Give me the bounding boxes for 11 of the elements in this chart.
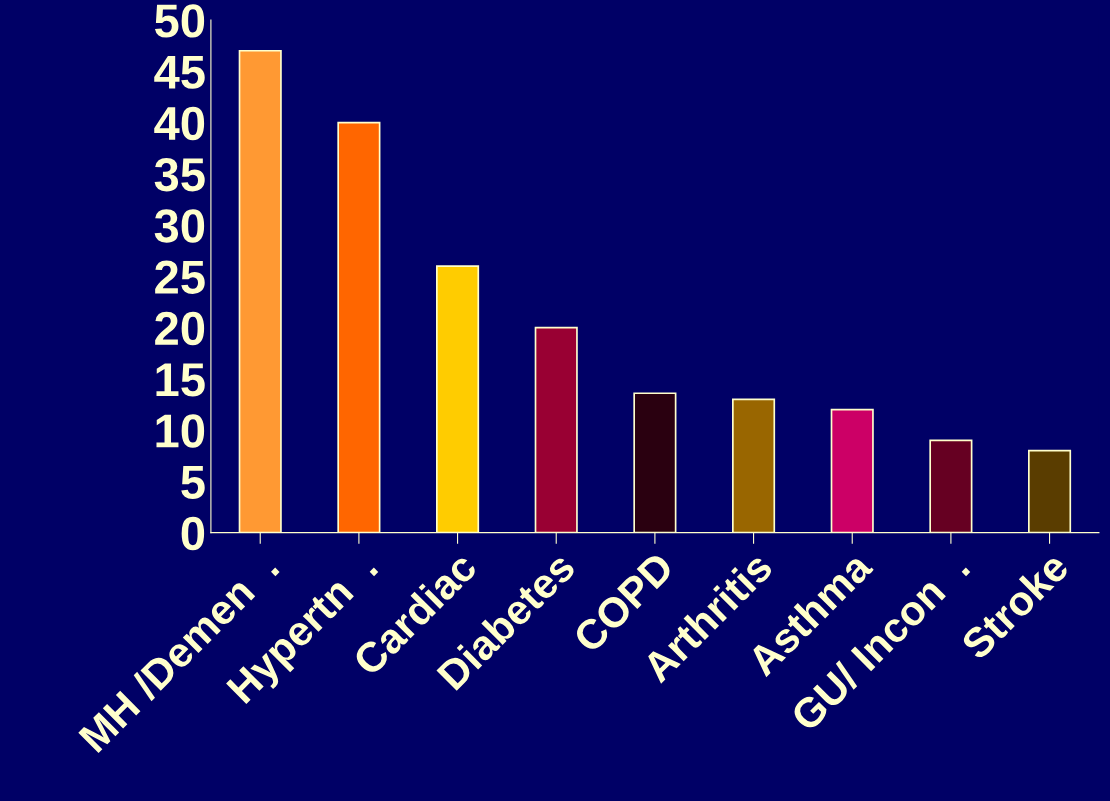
y-tick-label: 40	[154, 106, 205, 141]
y-tick-label: 35	[154, 157, 205, 192]
y-tick-label: 0	[181, 516, 205, 551]
y-tick-label: 20	[155, 311, 205, 346]
y-tick-label: 5	[181, 466, 205, 499]
y-tick-label: 50	[154, 4, 205, 38]
y-tick-label: 45	[154, 55, 205, 89]
y-tick-label: 25	[155, 260, 205, 294]
y-tick-label: 30	[154, 209, 205, 243]
y-tick-label: 10	[156, 414, 205, 448]
y-tick-label: 15	[156, 363, 205, 397]
